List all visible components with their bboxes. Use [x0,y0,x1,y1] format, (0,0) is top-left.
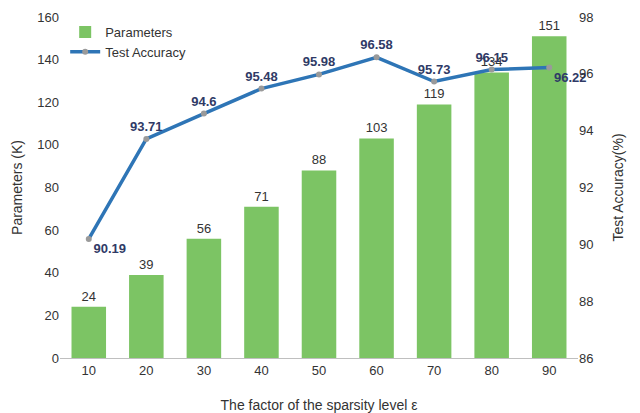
svg-text:95.98: 95.98 [303,54,336,69]
svg-text:90.19: 90.19 [94,241,127,256]
svg-text:0: 0 [52,351,59,366]
svg-text:Parameters: Parameters [105,25,173,40]
svg-text:60: 60 [369,363,383,378]
svg-text:95.48: 95.48 [245,69,278,84]
svg-text:30: 30 [197,363,211,378]
svg-text:20: 20 [139,363,153,378]
svg-text:86: 86 [579,351,593,366]
svg-text:Test Accuracy: Test Accuracy [105,45,186,60]
svg-text:93.71: 93.71 [130,119,163,134]
svg-text:Parameters (K): Parameters (K) [9,140,25,235]
svg-text:151: 151 [538,18,560,33]
svg-text:80: 80 [484,363,498,378]
svg-text:94.6: 94.6 [191,94,216,109]
svg-text:90: 90 [579,237,593,252]
svg-text:100: 100 [37,137,59,152]
svg-text:71: 71 [254,189,268,204]
svg-text:24: 24 [82,289,96,304]
svg-text:96.58: 96.58 [360,37,393,52]
svg-text:88: 88 [312,152,326,167]
svg-text:98: 98 [579,10,593,25]
svg-text:10: 10 [82,363,96,378]
svg-text:92: 92 [579,180,593,195]
svg-text:95.73: 95.73 [418,62,451,77]
svg-text:96: 96 [579,66,593,81]
svg-text:The factor of the sparsity lev: The factor of the sparsity level ε [221,397,418,413]
svg-text:56: 56 [197,221,211,236]
svg-text:119: 119 [424,86,445,101]
svg-text:120: 120 [37,95,59,110]
svg-text:80: 80 [45,180,59,195]
svg-text:70: 70 [427,363,441,378]
svg-text:160: 160 [37,10,59,25]
svg-text:88: 88 [579,294,593,309]
svg-text:140: 140 [37,52,59,67]
svg-text:134: 134 [481,54,503,69]
svg-text:96.15: 96.15 [475,50,508,65]
svg-text:39: 39 [139,257,153,272]
svg-text:Test Accuracy(%): Test Accuracy(%) [610,133,626,241]
svg-text:90: 90 [542,363,556,378]
svg-text:20: 20 [45,308,59,323]
svg-text:96.22: 96.22 [554,70,587,85]
svg-text:60: 60 [45,223,59,238]
svg-text:40: 40 [45,265,59,280]
svg-text:103: 103 [366,120,388,135]
svg-text:94: 94 [579,123,593,138]
svg-text:50: 50 [312,363,326,378]
svg-text:40: 40 [254,363,268,378]
